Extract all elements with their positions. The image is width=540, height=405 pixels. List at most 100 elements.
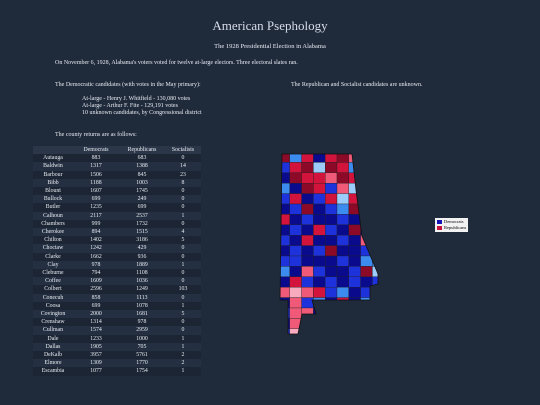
county-shape bbox=[325, 328, 338, 334]
county-name-cell: Coffee bbox=[33, 277, 73, 286]
candidate-item: 10 unknown candidates, by Congressional … bbox=[82, 109, 202, 116]
county-shape bbox=[372, 183, 378, 194]
county-shape bbox=[336, 172, 349, 184]
table-row: Autauga 883 683 0 bbox=[33, 154, 201, 163]
vote-count-cell: 1314 bbox=[73, 318, 119, 327]
county-shape bbox=[280, 172, 290, 184]
county-shape bbox=[372, 172, 378, 184]
vote-count-cell: 0 bbox=[165, 203, 201, 212]
county-shape bbox=[301, 154, 314, 163]
county-shape bbox=[313, 307, 326, 319]
table-row: Dale 1233 1000 1 bbox=[33, 334, 201, 343]
vote-count-cell: 1732 bbox=[119, 219, 165, 229]
vote-count-cell: 978 bbox=[119, 318, 165, 327]
county-shape bbox=[372, 235, 378, 246]
county-shape bbox=[360, 193, 373, 205]
vote-count-cell: 1233 bbox=[73, 334, 119, 343]
county-shape bbox=[336, 203, 349, 215]
page-title: American Psephology bbox=[212, 18, 328, 33]
vote-count-cell: 0 bbox=[165, 219, 201, 229]
county-shape bbox=[313, 255, 326, 267]
county-shape bbox=[360, 287, 373, 298]
county-name-cell: Choctaw bbox=[33, 244, 73, 253]
table-row: Conecuh 858 1113 0 bbox=[33, 293, 201, 302]
county-shape bbox=[313, 183, 326, 194]
county-shape bbox=[301, 162, 314, 173]
vote-count-cell: 0 bbox=[165, 293, 201, 302]
county-shape bbox=[336, 266, 349, 277]
vote-count-cell: 1235 bbox=[73, 203, 119, 212]
table-row: Cullman 1574 2959 0 bbox=[33, 326, 201, 335]
vote-count-cell: 0 bbox=[165, 252, 201, 261]
county-shape bbox=[372, 203, 378, 215]
county-shape bbox=[280, 245, 290, 257]
county-shape bbox=[325, 255, 338, 267]
county-shape bbox=[325, 172, 338, 184]
county-shape bbox=[336, 235, 349, 246]
county-name-cell: Dale bbox=[33, 334, 73, 343]
county-shape bbox=[336, 307, 349, 319]
county-shape bbox=[360, 328, 373, 334]
table-row: Colbert 2596 1249 103 bbox=[33, 285, 201, 294]
county-shape bbox=[289, 297, 302, 309]
county-name-cell: Coosa bbox=[33, 301, 73, 311]
candidate-item: At-large - Arthur F. Fite - 129,191 vote… bbox=[82, 102, 178, 109]
page-subtitle: The 1928 Presidential Election in Alabam… bbox=[214, 43, 326, 50]
county-shape bbox=[360, 318, 373, 329]
county-shape bbox=[301, 193, 314, 205]
candidate-item: At-large - Henry J. Whitfield - 130,080 … bbox=[82, 96, 191, 102]
vote-count-cell: 1 bbox=[165, 334, 201, 343]
county-shape bbox=[289, 307, 302, 319]
vote-count-cell: 2117 bbox=[73, 211, 119, 220]
county-shape bbox=[289, 255, 302, 267]
column-header: Democrats bbox=[73, 146, 119, 155]
legend-item-democrats: Democrats bbox=[437, 219, 466, 225]
vote-count-cell: 4 bbox=[165, 228, 201, 237]
vote-count-cell: 1681 bbox=[119, 310, 165, 319]
county-shape bbox=[360, 255, 373, 267]
county-shape bbox=[348, 214, 361, 225]
alabama-county-map bbox=[279, 153, 379, 335]
county-shape bbox=[372, 154, 378, 163]
county-shape bbox=[348, 193, 361, 205]
table-row: Dallas 1905 705 1 bbox=[33, 342, 201, 352]
county-shape bbox=[360, 154, 373, 163]
county-shape bbox=[348, 235, 361, 246]
county-shape bbox=[301, 255, 314, 267]
county-shape bbox=[325, 245, 338, 257]
county-shape bbox=[313, 162, 326, 173]
county-shape bbox=[289, 162, 302, 173]
table-row: Covington 2000 1681 5 bbox=[33, 310, 201, 319]
vote-count-cell: 845 bbox=[119, 170, 165, 179]
vote-count-cell: 3957 bbox=[73, 351, 119, 360]
vote-count-cell: 1905 bbox=[73, 342, 119, 352]
vote-count-cell: 1889 bbox=[119, 260, 165, 270]
county-name-cell: Cherokee bbox=[33, 228, 73, 237]
county-shape bbox=[348, 255, 361, 267]
intro-text: On November 6, 1928, Alabama's voters vo… bbox=[55, 60, 298, 66]
county-shape bbox=[336, 224, 349, 236]
county-shape bbox=[336, 276, 349, 288]
county-shape bbox=[325, 224, 338, 236]
vote-count-cell: 794 bbox=[73, 269, 119, 278]
vote-count-cell: 0 bbox=[165, 277, 201, 286]
legend-label: Republicans bbox=[444, 225, 467, 230]
county-shape bbox=[313, 276, 326, 288]
county-returns-table: Democrats Republicans Socialists Autauga… bbox=[33, 146, 201, 376]
vote-count-cell: 699 bbox=[73, 195, 119, 204]
democratic-heading: The Democratic candidates (with votes in… bbox=[55, 82, 201, 88]
vote-count-cell: 1242 bbox=[73, 244, 119, 253]
vote-count-cell: 1515 bbox=[119, 228, 165, 237]
county-name-cell: Escambia bbox=[33, 367, 73, 376]
column-header bbox=[33, 146, 73, 155]
county-shape bbox=[372, 307, 378, 319]
county-shape bbox=[289, 245, 302, 257]
vote-count-cell: 3186 bbox=[119, 236, 165, 245]
county-shape bbox=[325, 318, 338, 329]
vote-count-cell: 103 bbox=[165, 285, 201, 294]
vote-count-cell: 1249 bbox=[119, 285, 165, 294]
county-shape bbox=[336, 328, 349, 334]
table-row: DeKalb 3957 5761 2 bbox=[33, 351, 201, 360]
vote-count-cell: 1113 bbox=[119, 293, 165, 302]
map-legend: Democrats Republicans bbox=[435, 218, 469, 232]
